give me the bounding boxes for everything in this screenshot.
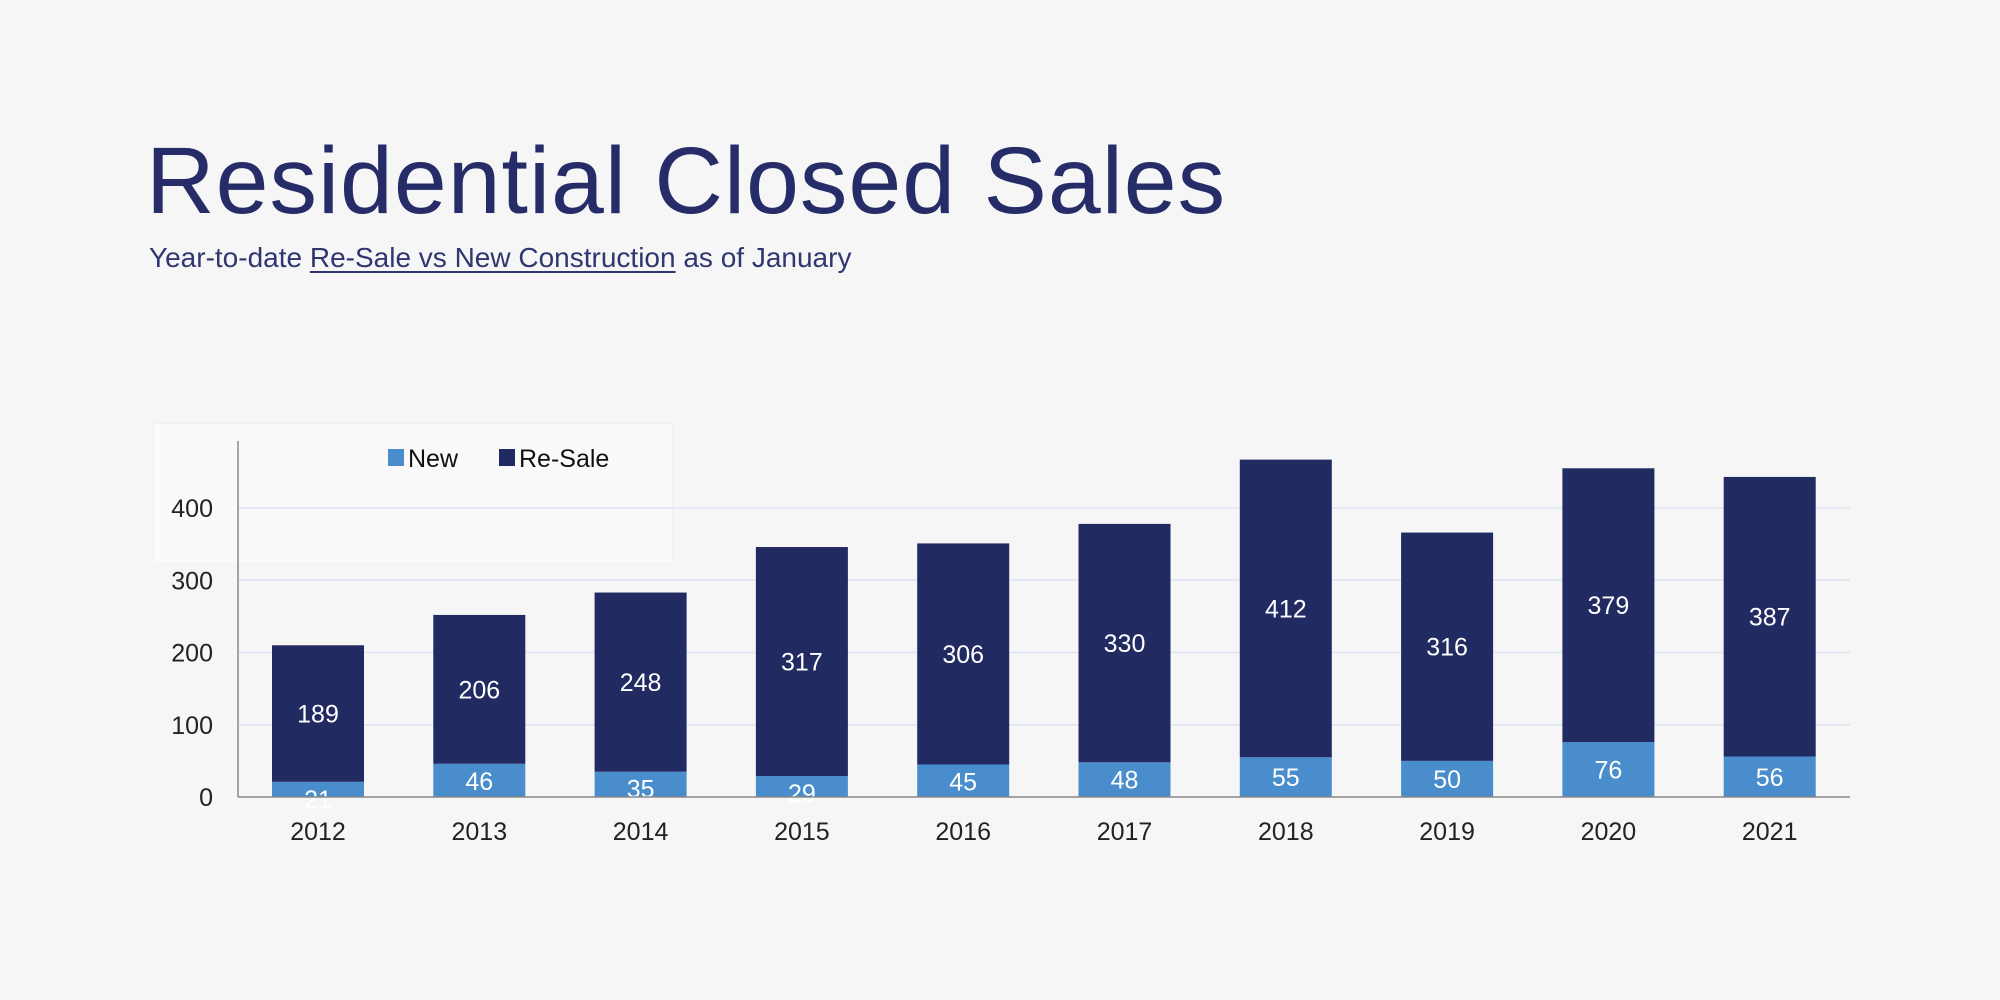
bar-new-2019 — [1401, 760, 1494, 797]
y-tick-label: 0 — [199, 784, 213, 812]
data-label: 316 — [1426, 634, 1468, 662]
bar-new-2012 — [272, 781, 364, 797]
data-label: 412 — [1265, 595, 1307, 623]
bar-re-sale-2019 — [1401, 532, 1494, 761]
subtitle-prefix: Year-to-date — [149, 242, 310, 273]
x-tick-label: 2013 — [451, 818, 507, 846]
x-tick-label: 2015 — [774, 818, 830, 846]
x-tick-label: 2021 — [1742, 818, 1798, 846]
data-label: 330 — [1104, 630, 1146, 658]
data-label: 55 — [1272, 764, 1300, 792]
legend-label: Re-Sale — [519, 445, 609, 473]
legend-swatch-re-sale — [499, 449, 515, 466]
data-label: 46 — [465, 768, 493, 796]
bar-re-sale-2013 — [433, 614, 526, 764]
data-label: 189 — [297, 701, 339, 729]
legend-panel-background — [154, 424, 672, 562]
x-tick-label: 2016 — [935, 818, 991, 846]
y-tick-label: 100 — [171, 712, 213, 740]
bar-re-sale-2020 — [1562, 468, 1655, 743]
data-label: 248 — [620, 669, 662, 697]
data-label: 76 — [1594, 757, 1622, 785]
data-label: 29 — [788, 780, 816, 808]
data-label: 306 — [942, 641, 984, 669]
x-tick-label: 2020 — [1581, 818, 1637, 846]
bar-new-2016 — [917, 764, 1010, 797]
bar-new-2021 — [1723, 756, 1816, 797]
page-title: Residential Closed Sales — [146, 128, 1227, 234]
data-label: 317 — [781, 649, 823, 677]
y-tick-label: 400 — [171, 495, 213, 523]
legend-label: New — [408, 445, 459, 473]
data-label: 35 — [627, 776, 655, 804]
x-tick-label: 2019 — [1419, 818, 1475, 846]
data-label: 45 — [949, 768, 977, 796]
data-label: 387 — [1749, 604, 1791, 632]
y-tick-label: 300 — [171, 567, 213, 595]
x-tick-label: 2014 — [613, 818, 669, 846]
x-tick-label: 2018 — [1258, 818, 1314, 846]
data-label: 56 — [1756, 764, 1784, 792]
bar-new-2013 — [433, 763, 526, 797]
x-tick-label: 2017 — [1097, 818, 1153, 846]
bar-new-2014 — [594, 771, 687, 797]
page-subtitle: Year-to-date Re-Sale vs New Construction… — [149, 242, 851, 274]
data-label: 206 — [458, 676, 500, 704]
bar-new-2018 — [1239, 757, 1332, 797]
bar-new-2020 — [1562, 742, 1655, 797]
subtitle-link[interactable]: Re-Sale vs New Construction — [309, 242, 676, 273]
bar-re-sale-2021 — [1723, 476, 1816, 757]
bar-re-sale-2012 — [272, 645, 364, 782]
bar-re-sale-2015 — [755, 547, 848, 777]
legend-swatch-new — [388, 449, 404, 466]
data-label: 379 — [1588, 592, 1630, 620]
subtitle-suffix: as of January — [675, 242, 852, 273]
bar-new-2015 — [755, 776, 848, 797]
bar-re-sale-2016 — [917, 543, 1010, 765]
bar-re-sale-2018 — [1239, 459, 1332, 758]
bar-re-sale-2017 — [1078, 523, 1171, 763]
bar-re-sale-2014 — [594, 592, 687, 772]
y-tick-label: 200 — [171, 640, 213, 668]
data-label: 21 — [304, 786, 332, 814]
bar-new-2017 — [1078, 762, 1171, 797]
data-label: 48 — [1111, 767, 1139, 795]
x-tick-label: 2012 — [290, 818, 346, 846]
data-label: 50 — [1433, 766, 1461, 794]
